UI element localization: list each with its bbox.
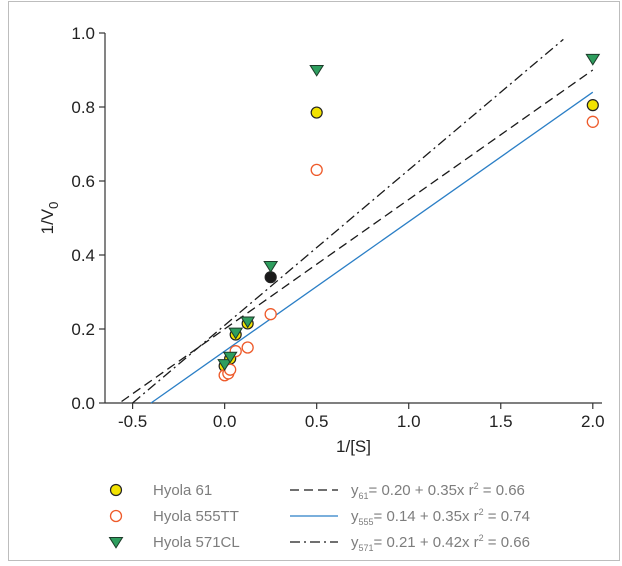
legend-marker-triangle-down: [108, 536, 124, 549]
y-tick-label: 0.0: [71, 394, 95, 413]
chart-frame: -0.5 0.0 0.5 1.0 1.5 2.0 0.0 0.2 0.4 0.6 0.8 1.0 1/[…: [8, 1, 620, 561]
y-axis-title-subscript: 0: [46, 202, 61, 209]
eq-body: = 0.14 + 0.35x r: [374, 508, 479, 525]
x-tick-label: 1.0: [397, 412, 421, 431]
fit-line-571: [132, 38, 564, 404]
data-point-triangle-down: [309, 64, 325, 77]
x-tick-label: 1.5: [489, 412, 513, 431]
x-axis-title: 1/[S]: [336, 437, 371, 456]
legend-marker-circle-open: [109, 509, 123, 523]
y-tick-label: 0.6: [71, 172, 95, 191]
y-axis-title-main: 1/V: [38, 208, 57, 234]
x-tick-label: 2.0: [581, 412, 605, 431]
eq-body: = 0.20 + 0.35x r: [369, 482, 474, 499]
data-point-triangle-down: [228, 327, 244, 340]
eq-y: y: [351, 482, 359, 499]
chart: -0.5 0.0 0.5 1.0 1.5 2.0 0.0 0.2 0.4 0.6 0.8 1.0 1/[…: [38, 24, 605, 553]
fit-lines: [121, 38, 594, 404]
data-point-triangle-down: [585, 53, 601, 66]
data-point-triangle-down: [222, 351, 238, 364]
y-tick-label: 0.2: [71, 320, 95, 339]
fit-equation: y555= 0.14 + 0.35x r2 = 0.74: [351, 507, 530, 527]
data-point-circle-filled: [586, 99, 599, 112]
eq-y: y: [351, 508, 359, 525]
data-point-triangle-down: [263, 261, 279, 273]
x-tick-label: 0.5: [305, 412, 329, 431]
y-axis-title: 1/V0: [38, 202, 61, 235]
fit-line-555: [150, 91, 594, 404]
data-point-circle-open: [264, 308, 277, 321]
fit-line-61: [121, 69, 594, 403]
fit-equation: y61= 0.20 + 0.35x r2 = 0.66: [351, 481, 525, 501]
eq-subscript: 571: [359, 543, 374, 553]
data-point-circle-open: [241, 341, 254, 354]
data-point-circle-open: [586, 115, 599, 128]
eq-r2-value: = 0.74: [484, 508, 530, 525]
legend-label: Hyola 555TT: [153, 508, 239, 525]
x-tick-label: 0.0: [213, 412, 237, 431]
legend-label: Hyola 61: [153, 482, 212, 499]
y-tick-label: 0.8: [71, 98, 95, 117]
data-point-triangle-down: [217, 359, 233, 371]
eq-superscript: 2: [479, 533, 484, 543]
eq-subscript: 555: [359, 517, 374, 527]
eq-superscript: 2: [474, 481, 479, 491]
eq-y: y: [351, 534, 359, 551]
legend-label: Hyola 571CL: [153, 534, 240, 551]
data-points: [217, 53, 601, 382]
data-point-circle-filled: [264, 271, 277, 284]
y-tick-label: 1.0: [71, 24, 95, 43]
legend-marker-circle-filled: [109, 483, 123, 497]
eq-superscript: 2: [479, 507, 484, 517]
data-point-circle-filled: [310, 106, 323, 119]
eq-r2-value: = 0.66: [479, 482, 525, 499]
fit-equation: y571= 0.21 + 0.42x r2 = 0.66: [351, 533, 530, 553]
eq-body: = 0.21 + 0.42x r: [374, 534, 479, 551]
data-point-triangle-down: [240, 316, 256, 329]
eq-r2-value: = 0.66: [484, 534, 530, 551]
axes: -0.5 0.0 0.5 1.0 1.5 2.0 0.0 0.2 0.4 0.6 0.8 1.0 1/[…: [38, 24, 605, 456]
x-tick-label: -0.5: [118, 412, 147, 431]
data-point-circle-open: [310, 163, 323, 177]
y-tick-label: 0.4: [71, 246, 95, 265]
eq-subscript: 61: [359, 491, 369, 501]
